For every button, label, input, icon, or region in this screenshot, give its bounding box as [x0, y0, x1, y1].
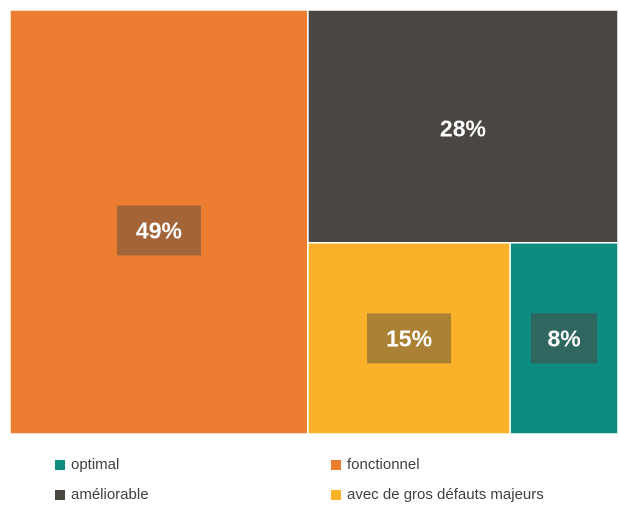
legend-swatch-ameliorable — [55, 489, 65, 500]
legend-item-optimal: optimal — [55, 456, 119, 473]
legend-item-fonctionnel: fonctionnel — [331, 456, 420, 473]
legend-item-defauts: avec de gros défauts majeurs — [331, 486, 544, 503]
tile-ameliorable — [307, 9, 619, 244]
legend-swatch-optimal — [55, 459, 65, 470]
legend-item-ameliorable: améliorable — [55, 486, 149, 503]
data-label-optimal: 8% — [547, 325, 580, 351]
treemap-plot: 49% 28% 15% 8% — [9, 9, 619, 435]
data-label-box-optimal — [531, 313, 598, 364]
tile-fonctionnel — [9, 9, 309, 435]
legend-label-fonctionnel: fonctionnel — [347, 456, 420, 473]
legend-label-optimal: optimal — [71, 456, 120, 473]
data-label-box-fonctionnel — [116, 205, 201, 256]
legend-swatch-fonctionnel — [331, 459, 341, 470]
legend-label-ameliorable: améliorable — [71, 486, 149, 503]
legend-label-defauts: avec de gros défauts majeurs — [347, 486, 544, 503]
data-label-box-defauts — [367, 313, 452, 364]
legend-swatch-defauts — [331, 489, 341, 500]
data-label-defauts: 15% — [386, 325, 432, 351]
data-label-ameliorable: 28% — [440, 116, 486, 142]
legend: optimal fonctionnel améliorable avec de … — [0, 450, 619, 518]
tile-defauts — [307, 242, 511, 435]
data-label-fonctionnel: 49% — [136, 217, 182, 243]
